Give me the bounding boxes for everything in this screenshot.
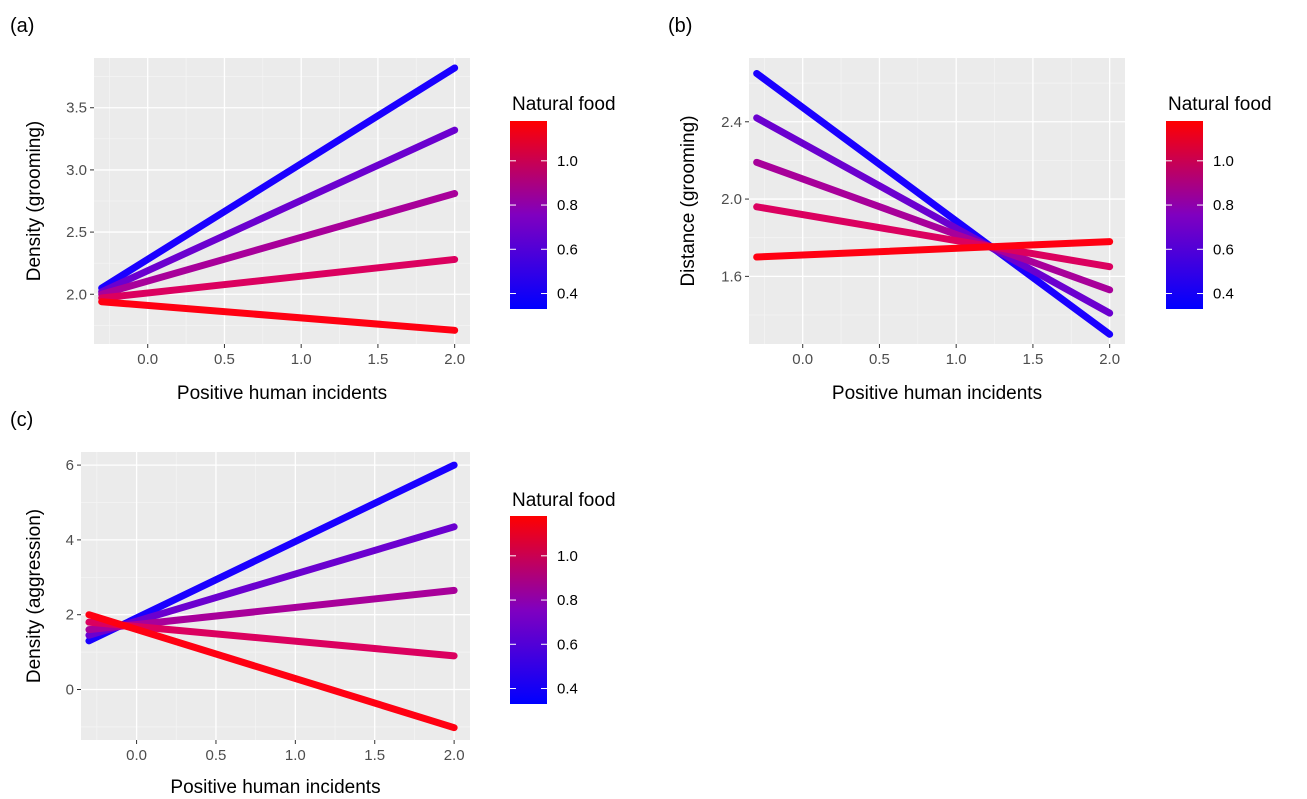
series-line <box>753 203 1114 271</box>
x-tick-label: 1.0 <box>291 351 312 368</box>
series-line <box>85 586 458 634</box>
legend-tick-label: 1.0 <box>557 153 578 170</box>
legend-tick-label: 1.0 <box>1213 153 1234 170</box>
y-axis-title: Density (grooming) <box>24 121 45 282</box>
y-tick-label: 2.0 <box>721 191 742 208</box>
x-tick-label: 1.5 <box>1022 351 1043 368</box>
legend-colorbar: Natural food 0.4 0.6 0.8 1.0 <box>510 490 616 704</box>
panel-label: (a) <box>10 15 34 37</box>
legend-gradient-bar <box>510 516 547 704</box>
legend-colorbar: Natural food 0.4 0.6 0.8 1.0 <box>510 94 616 309</box>
panels-group: (a) 0.0 0.5 1.0 1.5 2.0 2.0 2.5 3.0 3.5 Positive h… <box>10 15 1272 798</box>
series-line <box>85 611 458 732</box>
legend-tick-label: 1.0 <box>557 548 578 565</box>
x-tick-label: 1.0 <box>946 351 967 368</box>
y-tick-label: 1.6 <box>721 268 742 285</box>
chart-panel-a: (a) 0.0 0.5 1.0 1.5 2.0 2.0 2.5 3.0 3.5 Positive h… <box>10 15 616 404</box>
x-axis-title: Positive human incidents <box>170 777 380 798</box>
y-axis-title: Distance (grooming) <box>678 115 699 286</box>
series-line <box>753 238 1114 261</box>
legend-tick-label: 0.6 <box>557 241 578 258</box>
chart-panel-b: (b) 0.0 0.5 1.0 1.5 2.0 1.6 2.0 2.4 Positive huma… <box>668 15 1272 404</box>
y-tick-label: 2 <box>66 607 74 624</box>
series-line <box>98 190 459 298</box>
x-tick-label: 1.5 <box>367 351 388 368</box>
x-axis-title: Positive human incidents <box>832 383 1042 404</box>
legend-gradient-bar <box>510 121 547 309</box>
legend-title: Natural food <box>512 94 616 115</box>
x-tick-label: 0.0 <box>126 747 147 764</box>
x-tick-label: 2.0 <box>444 747 465 764</box>
y-tick-label: 2.5 <box>66 224 87 241</box>
legend-tick-label: 0.4 <box>557 286 578 303</box>
x-tick-label: 0.5 <box>869 351 890 368</box>
legend-gradient-bar <box>1166 121 1203 309</box>
series-line <box>85 618 458 660</box>
x-tick-label: 2.0 <box>1099 351 1120 368</box>
legend-tick-label: 0.8 <box>557 592 578 609</box>
series-line <box>98 298 459 334</box>
legend-tick-label: 0.4 <box>1213 286 1234 303</box>
y-tick-label: 4 <box>66 532 74 549</box>
legend-tick-label: 0.8 <box>557 197 578 214</box>
series-line <box>85 523 458 639</box>
x-tick-label: 1.0 <box>285 747 306 764</box>
series-line <box>85 461 458 645</box>
y-tick-label: 3.5 <box>66 100 87 117</box>
legend-tick-label: 0.6 <box>1213 241 1234 258</box>
legend-title: Natural food <box>512 490 616 511</box>
panel-label: (c) <box>10 409 33 431</box>
y-tick-label: 6 <box>66 457 74 474</box>
series-line <box>753 69 1114 338</box>
series-line <box>753 158 1114 294</box>
y-tick-label: 2.4 <box>721 114 742 131</box>
series-line <box>98 126 459 296</box>
series-line <box>98 255 459 302</box>
chart-panel-c: (c) 0.0 0.5 1.0 1.5 2.0 0 2 4 6 Positive human inc… <box>10 409 616 798</box>
y-tick-label: 0 <box>66 682 74 699</box>
y-tick-label: 2.0 <box>66 286 87 303</box>
x-tick-label: 0.5 <box>206 747 227 764</box>
legend-title: Natural food <box>1168 94 1272 115</box>
x-tick-label: 1.5 <box>364 747 385 764</box>
x-tick-label: 0.5 <box>214 351 235 368</box>
x-tick-label: 0.0 <box>792 351 813 368</box>
panel-label: (b) <box>668 15 692 37</box>
y-axis-title: Density (aggression) <box>24 509 45 683</box>
x-tick-label: 0.0 <box>137 351 158 368</box>
x-axis-title: Positive human incidents <box>177 383 387 404</box>
legend-colorbar: Natural food 0.4 0.6 0.8 1.0 <box>1166 94 1272 309</box>
x-tick-label: 2.0 <box>444 351 465 368</box>
legend-tick-label: 0.4 <box>557 681 578 698</box>
series-line <box>98 64 459 292</box>
y-tick-label: 3.0 <box>66 162 87 179</box>
legend-tick-label: 0.6 <box>557 636 578 653</box>
series-line <box>753 114 1114 317</box>
legend-tick-label: 0.8 <box>1213 197 1234 214</box>
